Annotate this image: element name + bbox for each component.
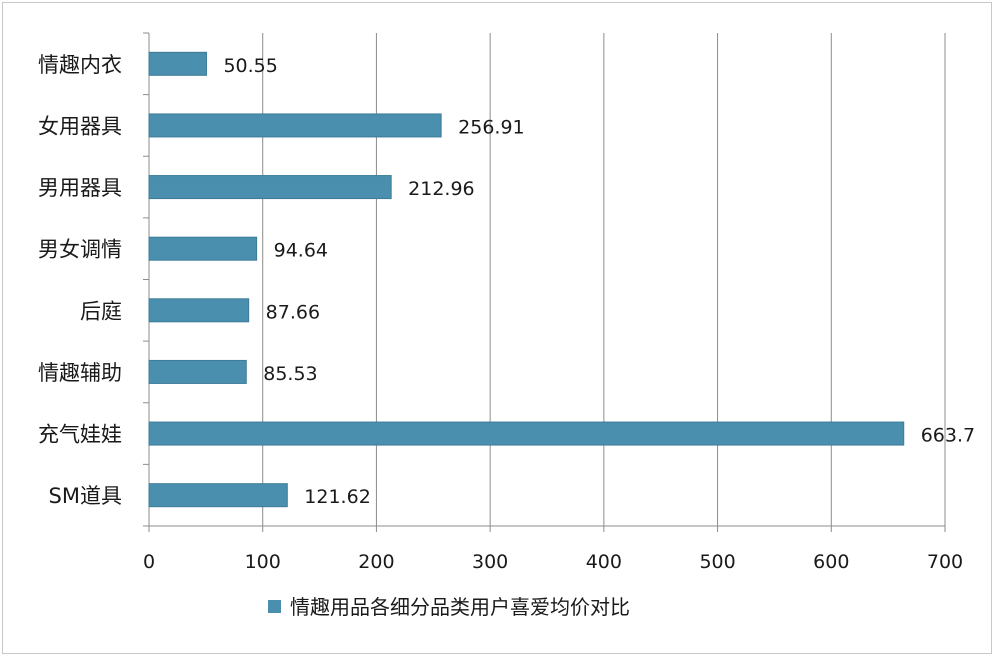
- x-tick-label: 200: [358, 551, 394, 573]
- x-tick-label: 500: [699, 551, 735, 573]
- category-label: 充气娃娃: [38, 423, 122, 447]
- data-label: 212.96: [408, 178, 474, 200]
- x-tick-label: 300: [472, 551, 508, 573]
- x-tick-label: 700: [927, 551, 963, 573]
- data-label: 94.64: [274, 240, 328, 262]
- axes: [143, 33, 945, 532]
- data-label: 85.53: [263, 363, 317, 385]
- data-label: 87.66: [266, 301, 320, 323]
- bar: [149, 422, 904, 445]
- bar: [149, 114, 441, 137]
- x-tick-label: 100: [245, 551, 281, 573]
- category-label: 情趣内衣: [38, 53, 122, 77]
- bar: [149, 237, 257, 260]
- data-label: 121.62: [304, 486, 370, 508]
- data-label: 50.55: [223, 55, 277, 77]
- data-label: 256.91: [458, 116, 524, 138]
- category-label: 男用器具: [38, 176, 122, 200]
- bar: [149, 299, 249, 322]
- category-label: 女用器具: [38, 114, 122, 138]
- tick-labels: 0 100 200 300 400 500 600 700: [143, 551, 963, 573]
- category-label: 情趣辅助: [38, 361, 122, 385]
- legend-label: 情趣用品各细分品类用户喜爱均价对比: [290, 595, 630, 619]
- bar: [149, 52, 206, 75]
- legend: 情趣用品各细分品类用户喜爱均价对比: [268, 595, 630, 619]
- gridlines: [263, 33, 945, 526]
- bar: [149, 176, 391, 199]
- category-label: SM道具: [49, 484, 122, 508]
- x-tick-label: 600: [813, 551, 849, 573]
- bars: [149, 52, 904, 506]
- bar: [149, 360, 246, 383]
- data-label: 663.7: [921, 425, 975, 447]
- category-label: 男女调情: [38, 238, 122, 262]
- category-label: 后庭: [80, 299, 122, 323]
- x-tick-label: 400: [586, 551, 622, 573]
- x-tick-label: 0: [143, 551, 155, 573]
- bar: [149, 484, 287, 507]
- legend-swatch: [268, 600, 281, 613]
